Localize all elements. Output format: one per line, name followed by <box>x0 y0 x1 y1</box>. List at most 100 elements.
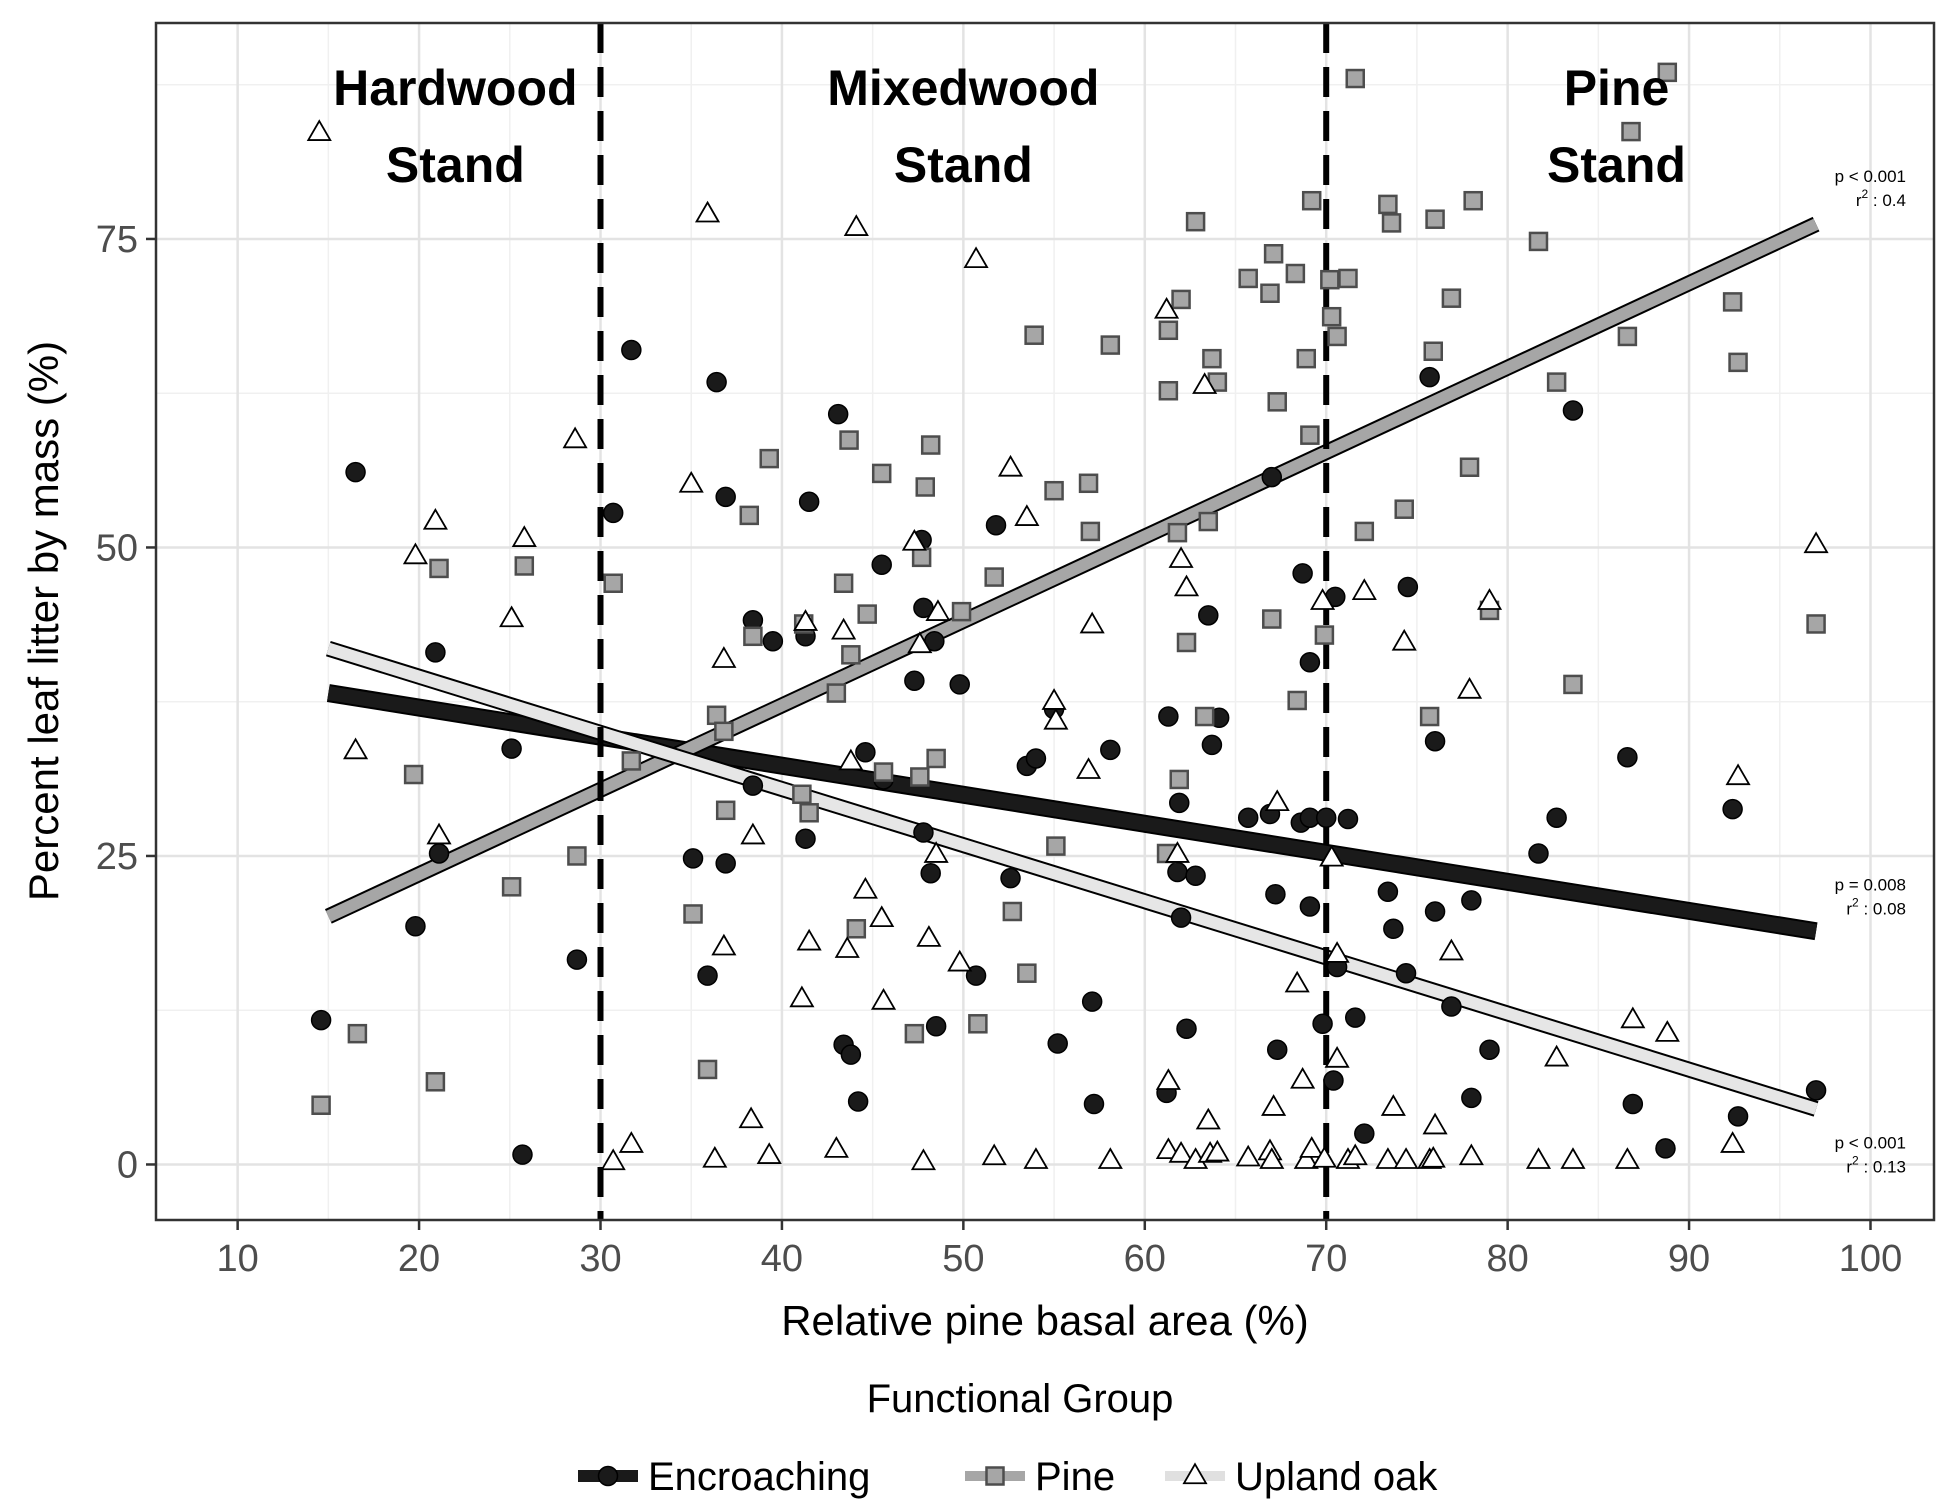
point-encroaching <box>1170 907 1192 928</box>
point-pine <box>1459 457 1480 477</box>
stat-p-upland-oak: p < 0.001 <box>1835 1133 1906 1152</box>
point-pine <box>1314 625 1335 645</box>
point-pine <box>1327 326 1347 347</box>
point-upland-oak <box>1235 1144 1261 1167</box>
point-encroaching <box>1185 865 1206 886</box>
point-upland-oak <box>1351 578 1377 601</box>
point-encroaching <box>1176 1018 1197 1039</box>
point-pine <box>1194 706 1215 727</box>
x-tick-label: 20 <box>398 1238 440 1280</box>
point-encroaching <box>1265 883 1286 905</box>
point-encroaching <box>405 916 426 937</box>
point-pine <box>1320 269 1340 290</box>
point-upland-oak <box>1075 757 1102 779</box>
point-upland-oak <box>1097 1147 1123 1169</box>
point-pine <box>1419 706 1440 727</box>
point-upland-oak <box>1654 1020 1680 1042</box>
point-upland-oak <box>511 525 537 547</box>
point-encroaching <box>1383 918 1404 940</box>
point-pine <box>1528 231 1549 252</box>
point-encroaching <box>425 642 446 663</box>
y-tick-label: 75 <box>96 219 138 261</box>
point-pine <box>1044 480 1064 501</box>
point-encroaching <box>1025 748 1047 769</box>
point-upland-oak <box>426 822 452 845</box>
point-encroaching <box>1395 962 1417 984</box>
legend-label-upland-oak: Upland oak <box>1235 1455 1438 1499</box>
point-encroaching <box>345 461 366 483</box>
point-upland-oak <box>923 841 949 863</box>
legend-key-marker-upland-oak <box>1182 1462 1208 1485</box>
point-pine <box>1046 836 1066 856</box>
point-encroaching <box>840 1044 862 1065</box>
point-encroaching <box>1167 861 1188 883</box>
point-pine <box>683 904 703 924</box>
point-encroaching <box>602 502 624 524</box>
point-upland-oak <box>981 1143 1007 1166</box>
point-pine <box>1176 632 1197 653</box>
stat-p-pine: p < 0.001 <box>1835 167 1906 186</box>
point-pine <box>1463 190 1483 211</box>
point-upland-oak <box>1168 546 1194 568</box>
point-encroaching <box>904 670 925 691</box>
point-encroaching <box>762 630 784 652</box>
point-pine <box>1301 190 1322 211</box>
point-pine <box>1728 352 1748 373</box>
point-encroaching <box>1158 706 1179 727</box>
point-upland-oak <box>402 542 429 565</box>
point-encroaching <box>1100 739 1121 761</box>
point-pine <box>1287 690 1307 711</box>
point-upland-oak <box>1324 941 1350 963</box>
legend-key-marker-encroaching <box>597 1465 619 1487</box>
point-upland-oak <box>1380 1094 1406 1116</box>
point-upland-oak <box>1284 970 1310 993</box>
point-pine <box>846 919 867 939</box>
point-upland-oak <box>963 246 989 269</box>
point-encroaching <box>1315 807 1337 828</box>
point-encroaching <box>1354 1123 1375 1144</box>
point-pine <box>984 567 1004 587</box>
point-pine <box>621 751 642 771</box>
point-encroaching <box>1562 400 1584 421</box>
point-encroaching <box>1312 1013 1333 1035</box>
point-pine <box>1338 268 1358 289</box>
point-upland-oak <box>1525 1147 1552 1169</box>
zone-label-line1: Mixedwood <box>827 60 1099 116</box>
point-encroaching <box>310 1009 332 1031</box>
point-pine <box>911 547 932 568</box>
point-encroaching <box>1441 996 1462 1017</box>
point-pine <box>1263 244 1284 264</box>
point-pine <box>857 604 877 624</box>
point-pine <box>1563 674 1583 695</box>
point-encroaching <box>1617 746 1638 768</box>
point-upland-oak <box>852 876 878 899</box>
point-upland-oak <box>1299 1136 1325 1158</box>
point-upland-oak <box>1023 1147 1049 1169</box>
point-pine <box>1002 901 1023 922</box>
point-pine <box>1169 769 1190 790</box>
point-encroaching <box>621 339 642 361</box>
point-pine <box>603 573 623 593</box>
point-encroaching <box>1000 867 1021 889</box>
point-pine <box>1185 211 1206 232</box>
point-encroaching <box>795 828 816 849</box>
point-upland-oak <box>711 646 737 668</box>
point-upland-oak <box>694 200 721 223</box>
point-upland-oak <box>1614 1147 1640 1169</box>
point-encroaching <box>1397 576 1419 598</box>
point-upland-oak <box>1153 296 1180 319</box>
point-encroaching <box>1424 901 1446 922</box>
point-pine <box>904 1023 925 1044</box>
point-pine <box>1017 963 1037 983</box>
point-encroaching <box>1323 1070 1344 1091</box>
point-upland-oak <box>1014 504 1040 526</box>
zone-label-line2: Stand <box>1547 137 1686 193</box>
point-encroaching <box>697 965 718 986</box>
point-upland-oak <box>1155 1137 1181 1160</box>
point-pine <box>839 430 859 450</box>
point-encroaching <box>706 371 727 393</box>
point-upland-oak <box>1290 1066 1316 1089</box>
point-encroaching <box>920 862 941 884</box>
y-axis-title: Percent leaf litter by mass (%) <box>20 341 67 901</box>
